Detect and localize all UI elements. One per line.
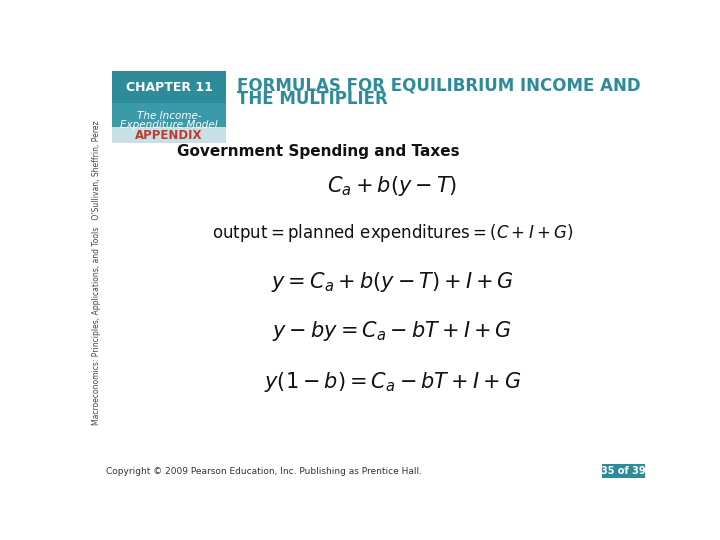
Text: $y(1-b) = C_a - bT + I + G$: $y(1-b) = C_a - bT + I + G$	[264, 370, 521, 394]
Text: Copyright © 2009 Pearson Education, Inc. Publishing as Prentice Hall.: Copyright © 2009 Pearson Education, Inc.…	[106, 467, 421, 476]
Text: APPENDIX: APPENDIX	[135, 129, 203, 142]
FancyBboxPatch shape	[112, 127, 226, 143]
Text: The Income-: The Income-	[137, 111, 202, 122]
Text: $C_a + b(y - T)$: $C_a + b(y - T)$	[327, 174, 457, 198]
Text: $\mathrm{output} = \mathrm{planned\ expenditures} = (C + I + G)$: $\mathrm{output} = \mathrm{planned\ expe…	[212, 221, 573, 244]
Text: 35 of 39: 35 of 39	[601, 467, 646, 476]
Text: $y = C_a + b(y - T) + I + G$: $y = C_a + b(y - T) + I + G$	[271, 270, 514, 294]
Text: Macroeconomics: Principles, Applications, and Tools   O’Sullivan, Sheffrin, Pere: Macroeconomics: Principles, Applications…	[92, 120, 102, 425]
Text: CHAPTER 11: CHAPTER 11	[125, 80, 212, 93]
FancyBboxPatch shape	[112, 71, 226, 103]
FancyBboxPatch shape	[601, 464, 645, 478]
Text: Government Spending and Taxes: Government Spending and Taxes	[177, 144, 459, 159]
Text: THE MULTIPLIER: THE MULTIPLIER	[238, 90, 388, 109]
Text: Expenditure Model: Expenditure Model	[120, 120, 218, 130]
Text: FORMULAS FOR EQUILIBRIUM INCOME AND: FORMULAS FOR EQUILIBRIUM INCOME AND	[238, 77, 641, 94]
FancyBboxPatch shape	[112, 103, 226, 128]
Text: $y - by = C_a - bT + I + G$: $y - by = C_a - bT + I + G$	[272, 319, 512, 343]
